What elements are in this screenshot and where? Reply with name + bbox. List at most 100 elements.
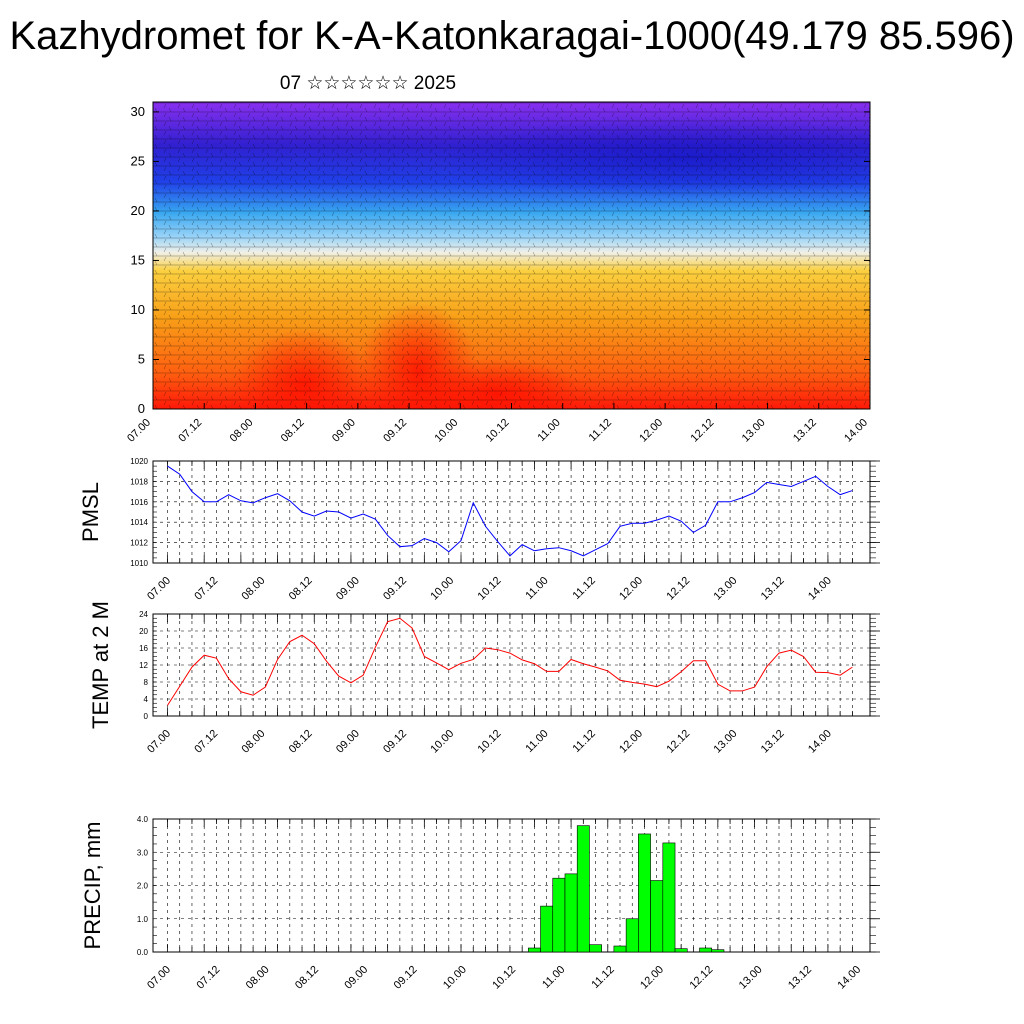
x-tick-label: 12.12 — [664, 728, 692, 756]
precip-bar — [699, 947, 713, 953]
y-tick-label: 1014 — [130, 518, 148, 527]
x-tick-label: 09.12 — [381, 417, 409, 445]
x-tick-label: 14.00 — [842, 417, 870, 445]
x-tick-label: 12.12 — [664, 575, 692, 603]
x-tick-label: 07.12 — [192, 575, 220, 603]
y-tick-label: 10 — [131, 302, 145, 317]
x-tick-label: 09.00 — [334, 575, 362, 603]
precip-bar — [564, 873, 578, 953]
cross-section-panel: 0 5 10 15 20 25 30 07.00 07.12 08.00 08.12 09.00 09.… — [125, 101, 871, 445]
x-tick-label: 12.12 — [689, 417, 717, 445]
x-tick-label: 07.00 — [145, 964, 173, 992]
temp-panel: 0 4 8 12 16 20 24 07.00 07.12 08.00 08.12 09.00 09.1… — [88, 601, 880, 756]
x-tick-label: 12.00 — [637, 417, 665, 445]
precip-bar — [650, 880, 664, 953]
x-tick-label: 12.12 — [687, 964, 715, 992]
x-tick-label: 09.12 — [381, 728, 409, 756]
x-tick-label: 12.00 — [617, 728, 645, 756]
x-tick-label: 07.00 — [125, 417, 153, 445]
x-tick-label: 13.00 — [712, 728, 740, 756]
x-tick-label: 07.12 — [192, 728, 220, 756]
y-tick-label: 20 — [139, 627, 148, 636]
y-tick-label: 12 — [139, 661, 148, 670]
precip-bar — [540, 905, 554, 953]
pmsl-frame — [152, 460, 871, 564]
x-tick-label: 07.12 — [176, 417, 204, 445]
y-tick-label: 4.0 — [137, 815, 149, 824]
x-tick-label: 12.00 — [638, 964, 666, 992]
x-tick-label: 11.00 — [523, 575, 550, 602]
x-tick-label: 09.12 — [381, 575, 409, 603]
x-tick-label: 10.00 — [428, 728, 456, 756]
x-tick-label: 09.12 — [392, 964, 420, 992]
x-tick-label: 08.12 — [287, 575, 315, 603]
x-tick-label: 11.00 — [535, 417, 562, 444]
y-tick-label: 1020 — [130, 457, 148, 466]
x-tick-label: 09.00 — [334, 728, 362, 756]
y-tick-label: 1016 — [130, 498, 148, 507]
x-tick-label: 10.00 — [428, 575, 456, 603]
y-tick-label: 16 — [139, 644, 148, 653]
y-tick-label: 1.0 — [137, 915, 149, 924]
x-tick-label: 10.00 — [432, 417, 460, 445]
x-tick-label: 08.00 — [244, 964, 272, 992]
y-tick-label: 0.0 — [137, 948, 149, 957]
x-tick-label: 07.00 — [145, 728, 173, 756]
x-tick-label: 12.00 — [617, 575, 645, 603]
precip-panel: 0.0 1.0 2.0 3.0 4.0 07.00 07.12 08.00 08.12 09.00… — [80, 815, 880, 992]
y-tick-label: 24 — [139, 610, 148, 619]
y-tick-label: 3.0 — [137, 848, 149, 857]
x-tick-label: 14.00 — [806, 575, 834, 603]
precip-ylabel: PRECIP, mm — [80, 822, 105, 950]
precip-grid — [153, 818, 870, 953]
precip-bar — [527, 947, 541, 953]
x-tick-label: 08.12 — [287, 728, 315, 756]
y-tick-label: 20 — [131, 203, 145, 218]
y-tick-label: 25 — [131, 153, 145, 168]
y-tick-label: 30 — [131, 104, 145, 119]
precip-bar — [613, 945, 627, 953]
cross-section-shading — [153, 102, 870, 409]
precip-bar — [638, 833, 651, 953]
x-tick-label: 14.00 — [806, 728, 834, 756]
x-tick-label: 09.00 — [342, 964, 370, 992]
x-tick-label: 09.00 — [330, 417, 358, 445]
x-tick-label: 14.00 — [835, 964, 863, 992]
pmsl-ylabel: PMSL — [78, 482, 103, 542]
y-tick-label: 0 — [138, 401, 145, 416]
precip-bar — [711, 949, 725, 953]
x-tick-label: 07.12 — [194, 964, 222, 992]
y-tick-label: 1010 — [130, 559, 148, 568]
x-tick-label: 10.12 — [490, 964, 518, 992]
temp-ylabel: TEMP at 2 M — [88, 601, 113, 729]
precip-bar — [589, 944, 602, 953]
y-tick-label: 15 — [131, 252, 145, 267]
wind-barbs — [153, 102, 870, 409]
x-tick-label: 08.12 — [279, 417, 307, 445]
y-tick-label: 1018 — [130, 477, 148, 486]
x-tick-label: 13.12 — [759, 728, 787, 756]
y-tick-label: 2.0 — [137, 882, 149, 891]
x-tick-label: 11.12 — [589, 964, 616, 991]
precip-bar — [576, 825, 590, 953]
y-tick-label: 8 — [144, 678, 149, 687]
x-tick-label: 11.00 — [523, 728, 550, 755]
x-tick-label: 13.00 — [737, 964, 765, 992]
x-tick-label: 08.00 — [240, 575, 268, 603]
x-tick-label: 08.00 — [228, 417, 256, 445]
precip-bar — [674, 948, 688, 953]
y-tick-label: 4 — [144, 695, 149, 704]
x-tick-label: 11.12 — [571, 575, 598, 602]
x-tick-label: 13.12 — [791, 417, 819, 445]
x-tick-label: 07.00 — [145, 575, 173, 603]
x-tick-label: 13.00 — [712, 575, 740, 603]
temp-grid — [153, 613, 870, 717]
y-tick-label: 1012 — [130, 539, 148, 548]
chart-title: Kazhydromet for K-A-Katonkaragai-1000(49… — [9, 14, 1015, 58]
x-tick-label: 10.12 — [484, 417, 512, 445]
x-tick-label: 13.12 — [786, 964, 814, 992]
precip-bar — [552, 877, 566, 953]
x-tick-label: 11.12 — [587, 417, 614, 444]
x-tick-label: 13.00 — [740, 417, 768, 445]
